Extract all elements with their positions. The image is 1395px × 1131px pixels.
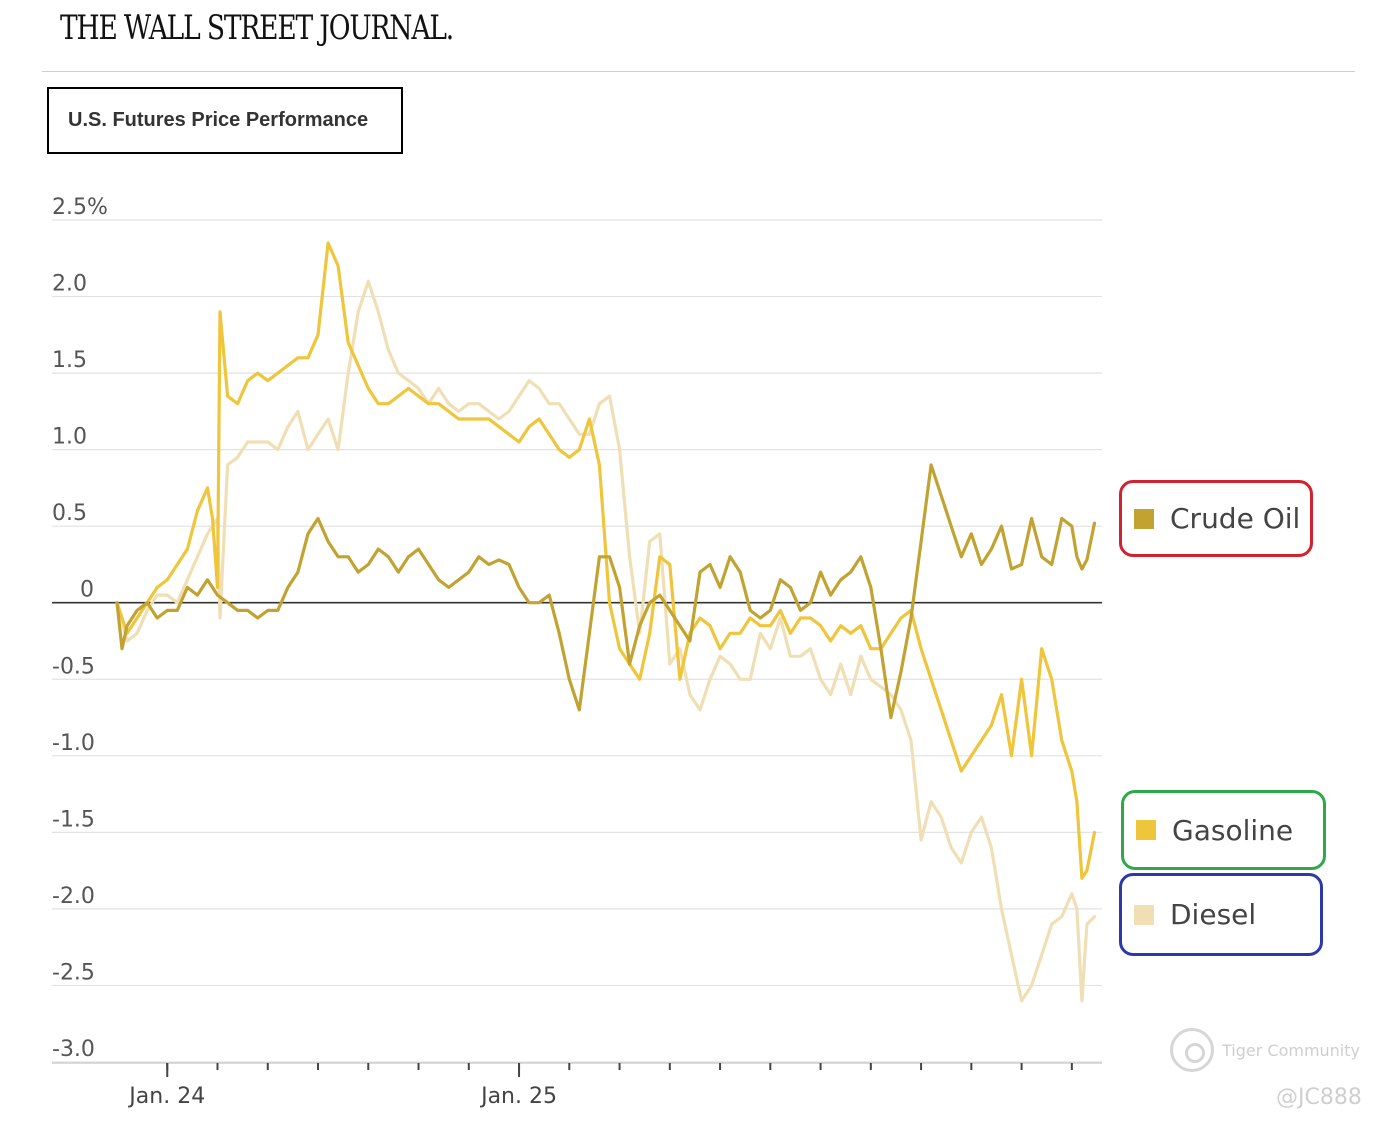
y-tick-label: -2.0 — [52, 884, 95, 909]
y-tick-label: 1.0 — [52, 425, 87, 450]
series-line-diesel — [115, 279, 1097, 1003]
tiger-logo-icon — [1170, 1028, 1214, 1072]
watermark-handle: @JC888 — [1276, 1085, 1362, 1110]
chart-title: U.S. Futures Price Performance — [47, 87, 403, 154]
y-tick-label: -3.0 — [52, 1037, 95, 1062]
legend-item-crude-oil: Crude Oil — [1119, 480, 1313, 557]
chart-title-text: U.S. Futures Price Performance — [68, 109, 369, 131]
y-tick-label: -1.0 — [52, 731, 95, 756]
y-axis-ticks: 2.5% 2.0 1.5 1.0 0.5 0 -0.5 -1.0 -1.5 -2.0 -2.5 -3.… — [52, 195, 108, 1062]
legend-swatch-crude-oil — [1134, 508, 1154, 529]
series-line-gasoline — [115, 241, 1097, 880]
y-tick-label: 2.0 — [52, 272, 87, 297]
x-tick-label: Jan. 25 — [479, 1084, 557, 1109]
y-tick-label: 2.5% — [52, 195, 108, 220]
legend-label-diesel: Diesel — [1170, 898, 1257, 931]
header-rule — [42, 71, 1355, 72]
legend-swatch-diesel — [1134, 904, 1154, 925]
y-tick-label: 0.5 — [52, 501, 87, 526]
x-tick-label: Jan. 24 — [127, 1084, 205, 1109]
watermark-brand: Tiger Community — [1222, 1040, 1360, 1060]
y-tick-label: 1.5 — [52, 348, 87, 373]
legend-item-diesel: Diesel — [1119, 873, 1323, 956]
legend-label-crude-oil: Crude Oil — [1170, 502, 1301, 535]
y-tick-label: -2.5 — [52, 960, 95, 985]
y-tick-label: -1.5 — [52, 807, 95, 832]
y-tick-label: 0 — [80, 578, 94, 603]
masthead: THE WALL STREET JOURNAL. — [60, 8, 454, 48]
legend-item-gasoline: Gasoline — [1121, 790, 1326, 870]
watermark: Tiger Community — [1170, 1028, 1360, 1072]
series-line-crude-oil — [115, 463, 1097, 720]
y-tick-label: -0.5 — [52, 654, 95, 679]
gridlines — [52, 219, 1102, 1063]
legend-swatch-gasoline — [1136, 820, 1156, 840]
x-axis: Jan. 24 Jan. 25 — [52, 1062, 1102, 1109]
series-lines — [115, 241, 1097, 1003]
legend-label-gasoline: Gasoline — [1172, 813, 1294, 847]
